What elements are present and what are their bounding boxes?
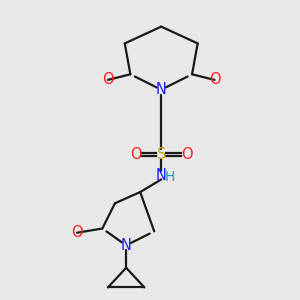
Text: O: O: [130, 147, 142, 162]
Text: O: O: [209, 72, 220, 87]
Text: O: O: [102, 72, 114, 87]
Text: N: N: [156, 82, 167, 97]
Text: S: S: [157, 147, 166, 162]
Text: H: H: [165, 169, 175, 184]
Text: O: O: [71, 225, 83, 240]
Text: N: N: [156, 168, 167, 183]
Text: O: O: [181, 147, 192, 162]
Text: N: N: [121, 238, 132, 253]
